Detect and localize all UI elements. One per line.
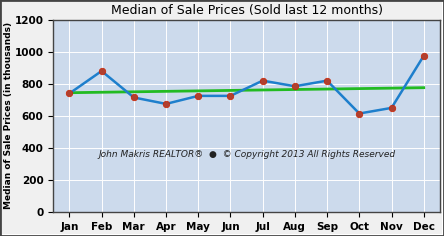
- Point: [130, 96, 137, 99]
- Text: John Makris REALTOR®  ●  © Copyright 2013 All Rights Reserved: John Makris REALTOR® ● © Copyright 2013 …: [98, 150, 395, 159]
- Point: [163, 102, 170, 106]
- Point: [356, 112, 363, 115]
- Point: [98, 69, 105, 73]
- Point: [66, 92, 73, 95]
- Point: [259, 79, 266, 83]
- Point: [388, 106, 395, 110]
- Point: [420, 54, 427, 58]
- Point: [194, 94, 202, 98]
- Point: [291, 84, 298, 88]
- Point: [227, 94, 234, 98]
- Title: Median of Sale Prices (Sold last 12 months): Median of Sale Prices (Sold last 12 mont…: [111, 4, 383, 17]
- Point: [324, 79, 331, 83]
- Y-axis label: Median of Sale Prices (in thousands): Median of Sale Prices (in thousands): [4, 22, 13, 210]
